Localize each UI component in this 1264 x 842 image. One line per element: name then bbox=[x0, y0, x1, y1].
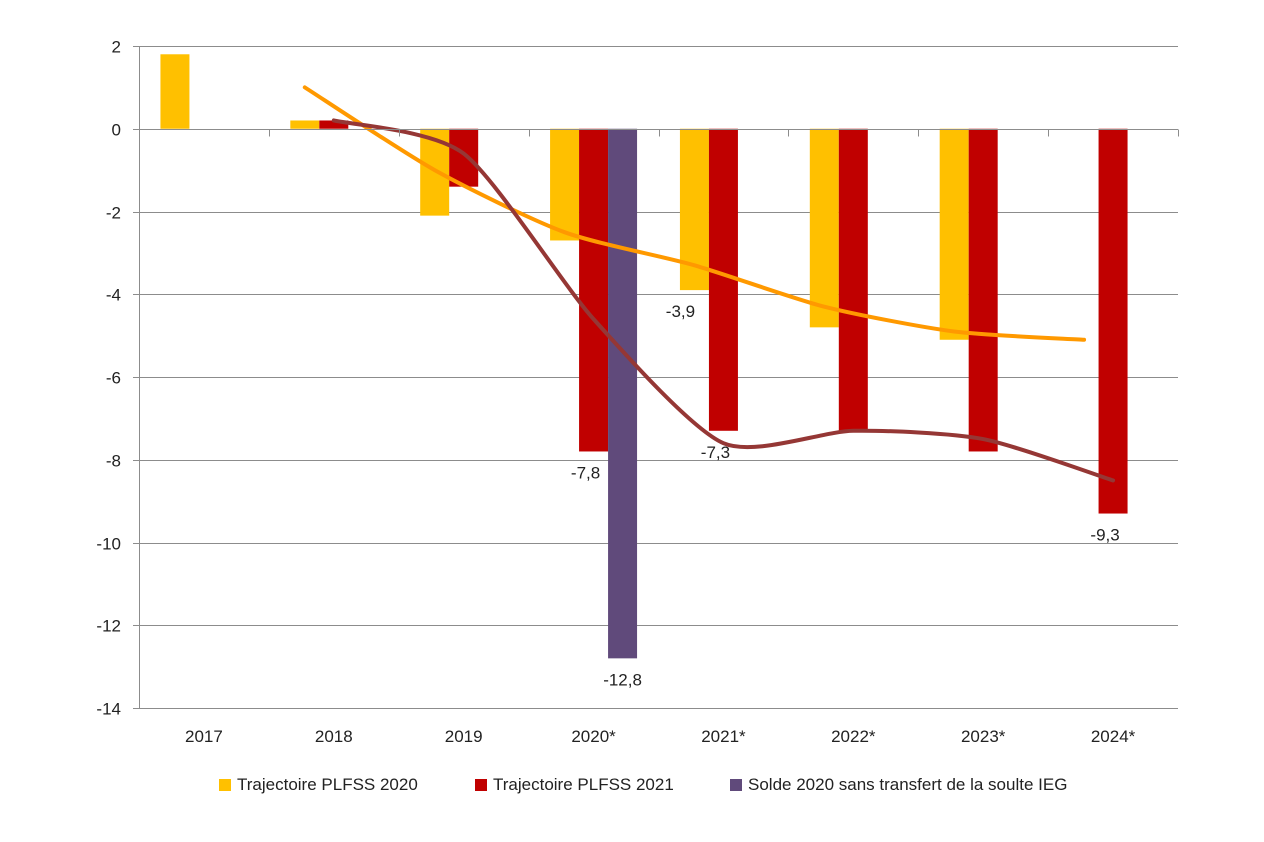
bar bbox=[1098, 128, 1128, 514]
bar bbox=[939, 128, 969, 340]
data-labels: -7,8 -12,8 -3,9 -7,3 -9,3 bbox=[571, 302, 1120, 689]
legend-item-plfss-2020: Trajectoire PLFSS 2020 bbox=[219, 775, 418, 795]
x-tick-label: 2021* bbox=[701, 727, 746, 746]
y-tick-label: -2 bbox=[106, 204, 121, 223]
legend-label: Solde 2020 sans transfert de la soulte I… bbox=[748, 775, 1068, 794]
bar bbox=[809, 128, 839, 328]
legend-item-solde-2020: Solde 2020 sans transfert de la soulte I… bbox=[730, 775, 1067, 795]
bar bbox=[838, 128, 868, 431]
data-label: -7,8 bbox=[571, 463, 600, 482]
trend-line bbox=[302, 85, 1087, 342]
y-tick-label: 2 bbox=[112, 38, 121, 57]
gridlines bbox=[133, 46, 1178, 709]
trend-line bbox=[331, 118, 1116, 483]
legend-swatch-plfss-2020 bbox=[219, 779, 231, 791]
x-tick-label: 2022* bbox=[831, 727, 876, 746]
bar bbox=[608, 128, 638, 659]
legend-label: Trajectoire PLFSS 2020 bbox=[237, 775, 418, 794]
data-label: -9,3 bbox=[1090, 526, 1119, 545]
data-label: -12,8 bbox=[603, 670, 642, 689]
bar bbox=[708, 128, 738, 431]
y-tick-label: -4 bbox=[106, 286, 121, 305]
bar bbox=[968, 128, 998, 452]
y-tick-label: -10 bbox=[96, 535, 121, 554]
bar bbox=[550, 128, 580, 241]
y-tick-label: -14 bbox=[96, 700, 121, 719]
bar bbox=[449, 128, 479, 187]
legend-label: Trajectoire PLFSS 2021 bbox=[493, 775, 674, 794]
data-label: -7,3 bbox=[701, 443, 730, 462]
bar bbox=[160, 54, 190, 129]
y-axis-labels: 2 0 -2 -4 -6 -8 -10 -12 -14 bbox=[96, 38, 121, 719]
legend: Trajectoire PLFSS 2020 Trajectoire PLFSS… bbox=[0, 775, 1264, 801]
legend-item-plfss-2021: Trajectoire PLFSS 2021 bbox=[475, 775, 674, 795]
x-tick-label: 2018 bbox=[315, 727, 353, 746]
data-label: -3,9 bbox=[666, 302, 695, 321]
bars bbox=[160, 54, 1128, 659]
bar bbox=[290, 120, 320, 129]
legend-swatch-plfss-2021 bbox=[475, 779, 487, 791]
y-tick-label: -12 bbox=[96, 617, 121, 636]
y-tick-label: -6 bbox=[106, 369, 121, 388]
x-axis-labels: 2017 2018 2019 2020* 2021* 2022* 2023* 2024* bbox=[185, 727, 1136, 746]
trend-lines bbox=[302, 85, 1116, 483]
bar bbox=[579, 128, 609, 452]
x-tick-label: 2017 bbox=[185, 727, 223, 746]
bar bbox=[319, 120, 349, 129]
x-tick-label: 2024* bbox=[1091, 727, 1136, 746]
y-tick-label: -8 bbox=[106, 452, 121, 471]
axes bbox=[139, 46, 1179, 708]
x-tick-label: 2019 bbox=[445, 727, 483, 746]
x-tick-label: 2020* bbox=[571, 727, 616, 746]
x-tick-label: 2023* bbox=[961, 727, 1006, 746]
legend-swatch-solde-2020 bbox=[730, 779, 742, 791]
y-tick-label: 0 bbox=[112, 121, 121, 140]
